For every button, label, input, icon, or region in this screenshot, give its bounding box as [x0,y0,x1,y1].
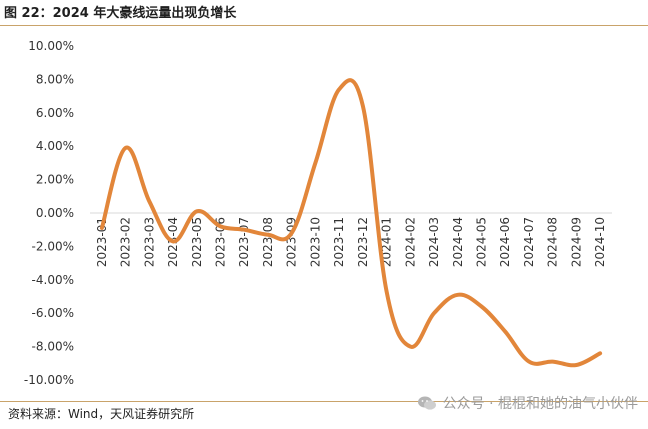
x-tick-label: 2024-05 [475,217,489,267]
x-tick-label: 2023-08 [261,217,275,267]
footer-divider [0,401,648,402]
y-tick-label: -2.00% [32,239,74,253]
source-note: 资料来源：Wind，天风证券研究所 [8,407,195,421]
y-tick-label: 8.00% [36,72,74,86]
x-axis: 2023-01 2023-02 2023-03 2023-04 2023-05 2023-… [95,217,607,267]
wechat-icon [417,396,436,410]
y-tick-label: -8.00% [32,340,74,354]
x-tick-label: 2024-04 [451,217,465,267]
x-tick-label: 2024-10 [593,217,607,267]
line-chart: 10.00% 8.00% 6.00% 4.00% 2.00% 0.00% -2.00% -4.… [24,39,612,387]
y-tick-label: 10.00% [28,39,74,53]
x-tick-label: 2023-06 [214,217,228,267]
y-tick-label: 0.00% [36,206,74,220]
x-tick-label: 2024-02 [403,217,417,267]
x-tick-label: 2023-01 [95,217,109,267]
x-tick-label: 2023-02 [119,217,133,267]
y-tick-label: -10.00% [24,373,74,387]
y-tick-label: -4.00% [32,273,74,287]
title-divider [0,25,648,26]
x-tick-label: 2023-05 [190,217,204,267]
x-tick-label: 2023-12 [356,217,370,267]
x-tick-label: 2023-10 [308,217,322,267]
x-tick-label: 2023-11 [332,217,346,267]
y-axis: 10.00% 8.00% 6.00% 4.00% 2.00% 0.00% -2.00% -4.… [24,39,74,387]
y-tick-label: 4.00% [36,139,74,153]
x-tick-label: 2024-08 [546,217,560,267]
x-tick-label: 2024-03 [427,217,441,267]
x-tick-label: 2023-03 [142,217,156,267]
x-tick-label: 2024-09 [569,217,583,267]
watermark-text: 公众号 · 棍棍和她的油气小伙伴 [442,396,638,412]
y-tick-label: 2.00% [36,173,74,187]
y-tick-label: -6.00% [32,306,74,320]
x-tick-label: 2023-07 [237,217,251,267]
x-tick-label: 2024-07 [522,217,536,267]
x-tick-label: 2024-06 [498,217,512,267]
series-line [99,78,603,368]
watermark: 公众号 · 棍棍和她的油气小伙伴 [417,393,638,413]
y-tick-label: 6.00% [36,106,74,120]
chart-title: 图 22：2024 年大豪线运量出现负增长 [4,6,237,21]
